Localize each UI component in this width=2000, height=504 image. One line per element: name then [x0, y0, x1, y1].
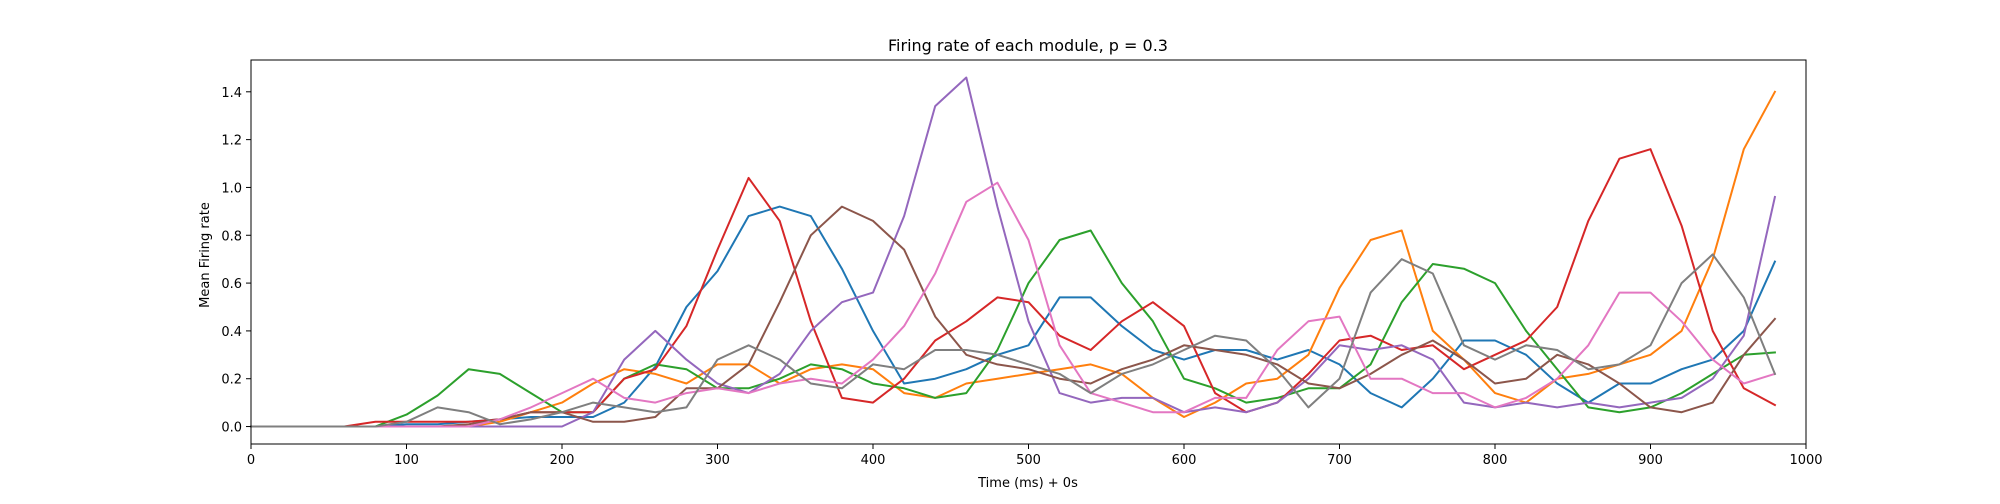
x-tick-label: 900 — [1638, 453, 1663, 468]
x-tick-label: 1000 — [1789, 453, 1822, 468]
x-tick-label: 500 — [1016, 453, 1041, 468]
series-line-7 — [250, 181, 1777, 428]
series-line-2 — [250, 90, 1777, 428]
y-tick-label: 1.0 — [221, 181, 242, 196]
y-tick-label: 1.2 — [221, 134, 242, 149]
x-tick-label: 0 — [247, 453, 255, 468]
x-tick-label: 100 — [394, 453, 419, 468]
y-tick-label: 0.8 — [221, 229, 242, 244]
y-tick-label: 0.2 — [221, 373, 242, 388]
x-tick-label: 600 — [1172, 453, 1197, 468]
x-axis-label: Time (ms) + 0s — [977, 476, 1078, 491]
y-tick-label: 0.6 — [221, 277, 242, 292]
x-tick-label: 200 — [550, 453, 575, 468]
x-tick-label: 400 — [861, 453, 886, 468]
x-axis: 0 100 200 300 400 500 600 700 800 900 1000 — [247, 444, 1823, 468]
plot-frame — [250, 59, 1807, 445]
y-axis: 0.0 0.2 0.4 0.6 0.8 1.0 1.2 1.4 — [221, 86, 251, 436]
chart-title: Firing rate of each module, p = 0.3 — [888, 36, 1168, 55]
x-tick-label: 300 — [705, 453, 730, 468]
plot-area — [250, 76, 1777, 428]
x-tick-label: 800 — [1483, 453, 1508, 468]
y-tick-label: 1.4 — [221, 86, 242, 101]
series-line-3 — [250, 229, 1776, 428]
series-line-5 — [250, 76, 1777, 428]
series-line-8 — [250, 253, 1777, 428]
x-tick-label: 700 — [1327, 453, 1352, 468]
y-tick-label: 0.0 — [221, 421, 242, 436]
y-tick-label: 0.4 — [221, 325, 242, 340]
y-axis-label: Mean Firing rate — [198, 202, 213, 308]
